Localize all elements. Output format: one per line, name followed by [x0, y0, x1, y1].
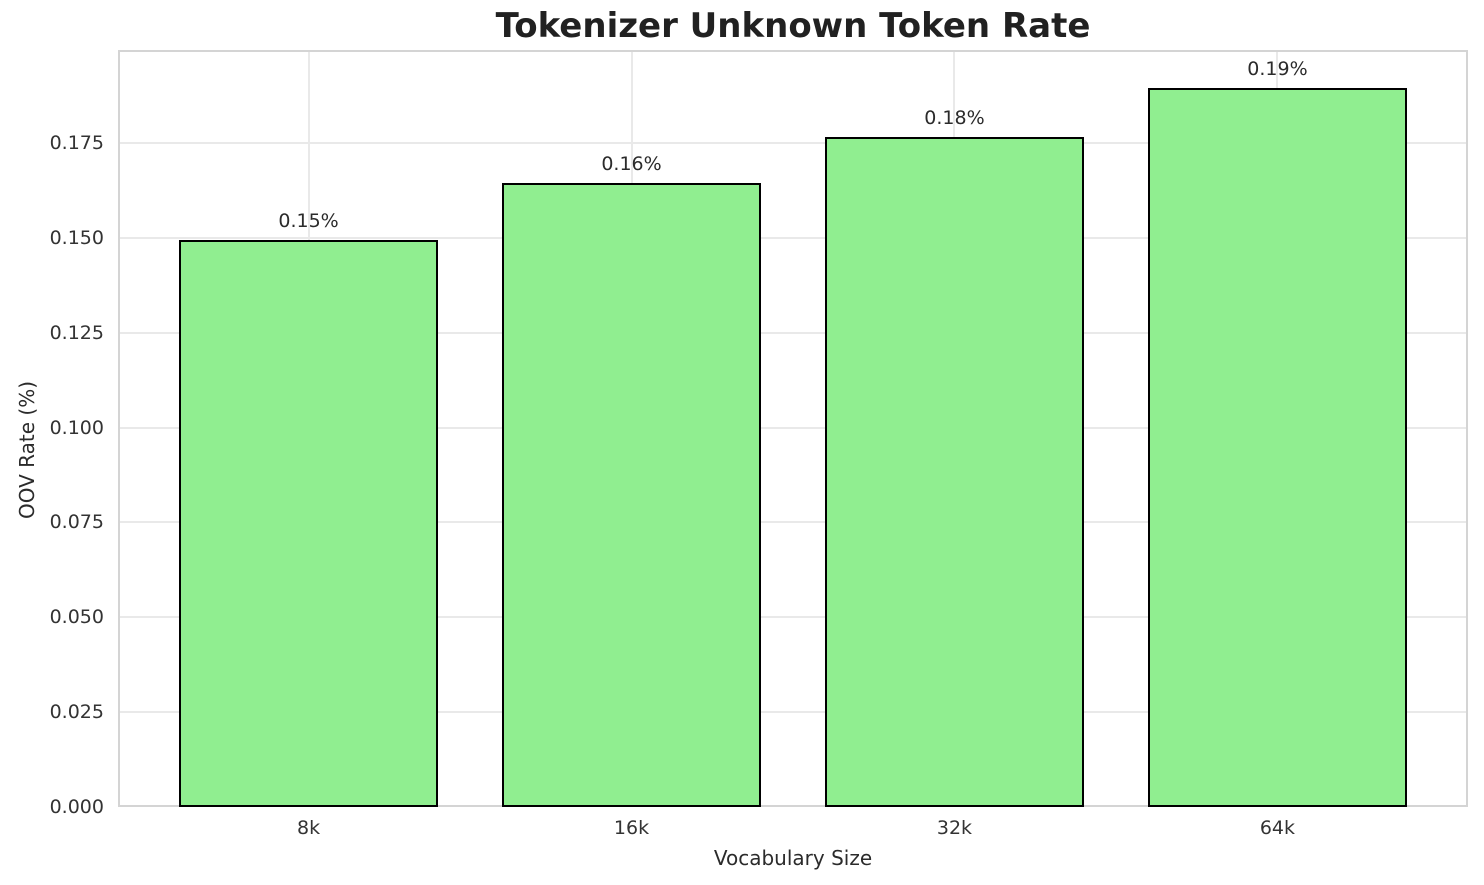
y-tick-label: 0.000 [49, 796, 104, 818]
y-tick-label: 0.125 [49, 321, 104, 344]
h-gridline [118, 521, 1468, 524]
h-gridline [118, 236, 1468, 239]
y-tick-label: 0.075 [49, 511, 104, 534]
y-tick-label: 0.100 [49, 416, 104, 439]
h-gridline [118, 331, 1468, 334]
bar-value-label: 0.19% [1247, 57, 1308, 80]
h-gridline [118, 711, 1468, 714]
bar [825, 137, 1084, 807]
h-gridline [118, 141, 1468, 144]
bar-value-label: 0.15% [278, 209, 339, 232]
bar [179, 239, 438, 807]
y-axis-tick-labels: 0.000 0.025 0.050 0.075 0.100 0.125 0.150 0.175 [0, 0, 104, 885]
x-tick-label: 8k [297, 817, 321, 839]
bar [502, 182, 761, 807]
x-tick-label: 64k [1259, 817, 1296, 839]
h-gridline [118, 426, 1468, 429]
plot-area: 0.15% 0.16% 0.18% 0.19% [118, 50, 1468, 807]
y-tick-label: 0.025 [49, 701, 104, 724]
x-tick-label: 16k [613, 817, 650, 839]
bar [1148, 87, 1407, 807]
x-tick-label: 32k [936, 817, 973, 839]
y-tick-label: 0.150 [49, 226, 104, 249]
h-gridline [118, 616, 1468, 619]
y-tick-label: 0.175 [49, 131, 104, 154]
bar-value-label: 0.18% [924, 107, 985, 130]
bar-value-label: 0.16% [601, 152, 662, 175]
x-axis-label: Vocabulary Size [713, 846, 873, 870]
y-tick-label: 0.050 [49, 606, 104, 629]
chart-title: Tokenizer Unknown Token Rate [495, 6, 1091, 46]
